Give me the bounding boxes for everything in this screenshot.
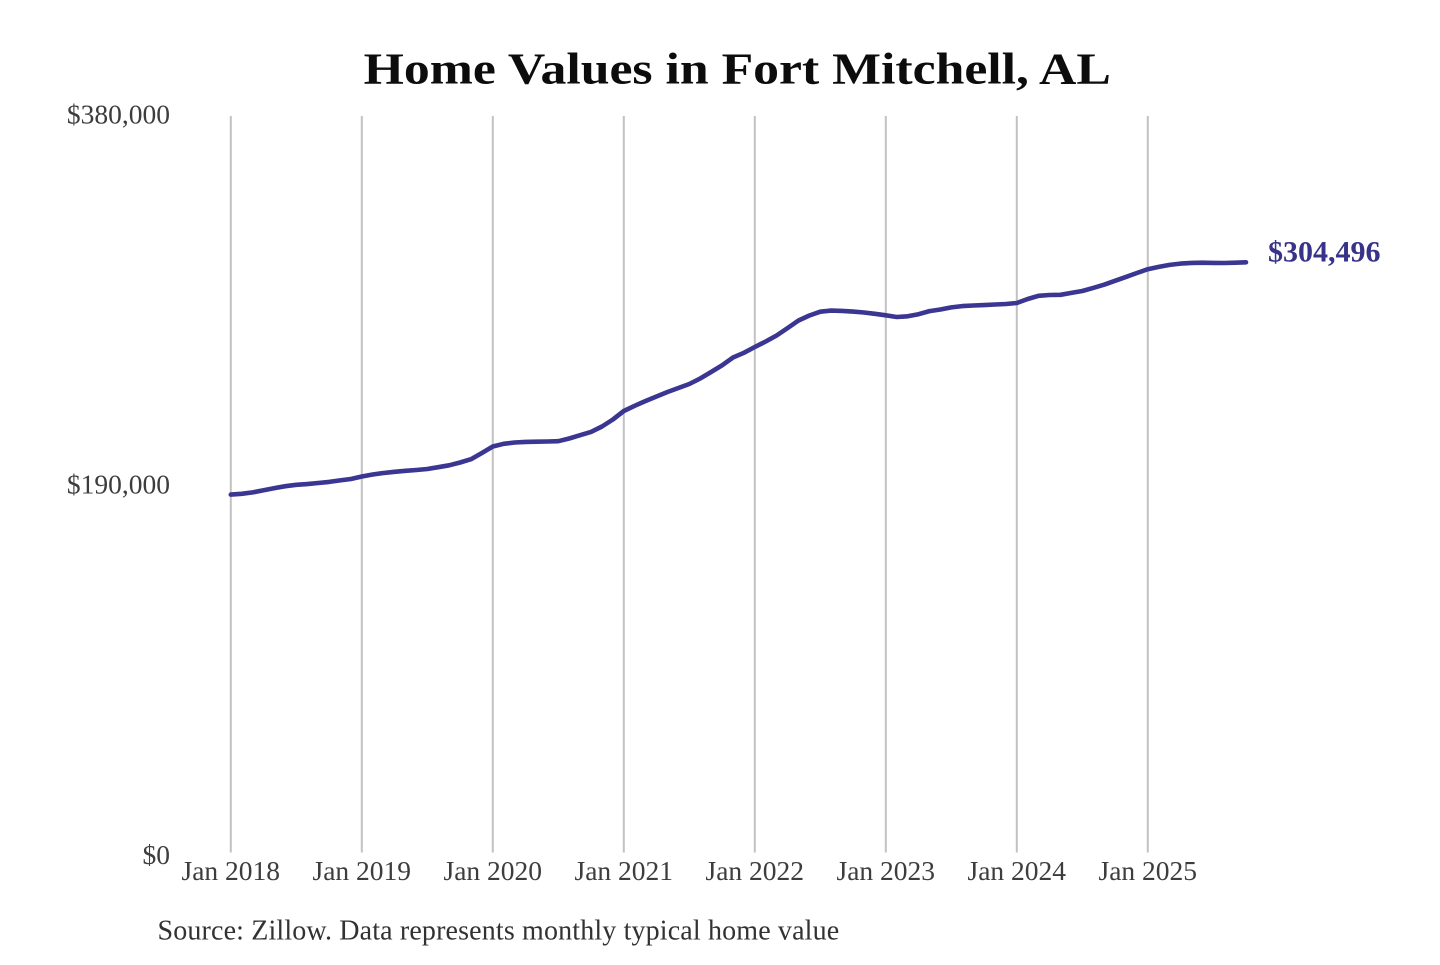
svg-text:$304,496: $304,496 [1268, 236, 1381, 269]
svg-text:Home Values in Fort Mitchell,: Home Values in Fort Mitchell, AL [364, 45, 1111, 94]
svg-text:Jan 2024: Jan 2024 [968, 855, 1067, 886]
svg-text:Jan 2018: Jan 2018 [182, 855, 281, 886]
svg-text:Source: Zillow. Data represent: Source: Zillow. Data represents monthly … [158, 916, 840, 947]
svg-text:Jan 2025: Jan 2025 [1099, 855, 1198, 886]
svg-text:Jan 2020: Jan 2020 [444, 855, 543, 886]
svg-text:Jan 2023: Jan 2023 [837, 855, 936, 886]
svg-text:$190,000: $190,000 [67, 469, 170, 500]
svg-text:$380,000: $380,000 [67, 98, 170, 129]
svg-text:Jan 2019: Jan 2019 [313, 855, 412, 886]
svg-text:$0: $0 [143, 839, 171, 870]
svg-text:Jan 2021: Jan 2021 [575, 855, 674, 886]
svg-text:Jan 2022: Jan 2022 [706, 855, 805, 886]
